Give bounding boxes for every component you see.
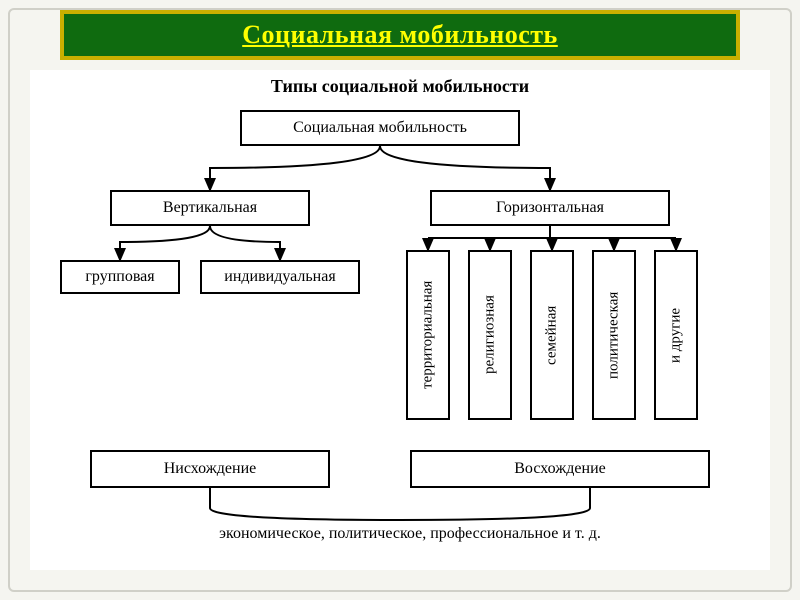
node-ascent: Восхождение bbox=[410, 450, 710, 488]
node-ascent-label: Восхождение bbox=[514, 460, 605, 478]
node-political: политическая bbox=[592, 250, 636, 420]
node-political-label: политическая bbox=[606, 291, 623, 378]
node-individual: индивидуальная bbox=[200, 260, 360, 294]
diagram-subtitle: Типы социальной мобильности bbox=[30, 76, 770, 97]
node-other: и другие bbox=[654, 250, 698, 420]
node-root: Социальная мобильность bbox=[240, 110, 520, 146]
diagram-area: Типы социальной мобильности Социальная м… bbox=[30, 70, 770, 570]
header-title: Социальная мобильность bbox=[242, 20, 558, 50]
node-vertical-label: Вертикальная bbox=[163, 199, 257, 217]
node-vertical: Вертикальная bbox=[110, 190, 310, 226]
node-family-label: семейная bbox=[544, 305, 561, 364]
node-group-label: групповая bbox=[85, 268, 154, 286]
node-descent: Нисхождение bbox=[90, 450, 330, 488]
node-root-label: Социальная мобильность bbox=[293, 119, 467, 137]
node-individual-label: индивидуальная bbox=[224, 268, 335, 286]
node-territorial-label: территориальная bbox=[420, 281, 437, 389]
node-religious: религиозная bbox=[468, 250, 512, 420]
footer-text: экономическое, политическое, профессиона… bbox=[140, 525, 680, 543]
node-family: семейная bbox=[530, 250, 574, 420]
node-group: групповая bbox=[60, 260, 180, 294]
node-descent-label: Нисхождение bbox=[164, 460, 257, 478]
header-banner: Социальная мобильность bbox=[60, 10, 740, 60]
node-religious-label: религиозная bbox=[482, 296, 499, 375]
node-horizontal: Горизонтальная bbox=[430, 190, 670, 226]
node-territorial: территориальная bbox=[406, 250, 450, 420]
node-other-label: и другие bbox=[668, 307, 685, 362]
node-horizontal-label: Горизонтальная bbox=[496, 199, 604, 217]
